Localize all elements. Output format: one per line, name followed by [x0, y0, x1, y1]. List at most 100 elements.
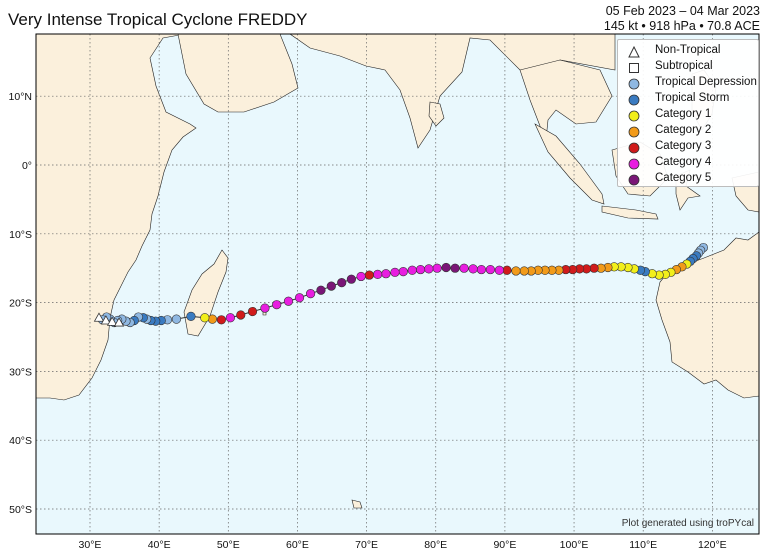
axis-labels: 30°E 40°E 50°E 60°E 70°E 80°E 90°E 100°E 110°E 12…: [9, 91, 727, 551]
track-point: [432, 263, 442, 273]
circle-icon: [628, 174, 640, 186]
lon-tick-label: 80°E: [424, 539, 447, 551]
track-point: [337, 278, 347, 288]
lat-tick-label: 50°S: [9, 504, 32, 516]
circle-icon: [628, 142, 640, 154]
circle-icon: [628, 126, 640, 138]
track-point: [450, 263, 460, 273]
track-point: [305, 289, 316, 299]
circle-icon: [628, 94, 640, 106]
track-point: [272, 300, 282, 310]
track-point-non-tropical: [93, 312, 105, 322]
track-point: [326, 281, 336, 291]
legend-item-category-2: Category 2: [618, 123, 758, 141]
circle-icon: [628, 78, 640, 90]
lon-tick-label: 100°E: [560, 539, 589, 551]
track-point: [476, 264, 486, 275]
kerguelen-landmass: [351, 499, 363, 509]
sumatra-landmass: [534, 123, 605, 205]
java-landmass: [601, 205, 659, 220]
track-point: [407, 265, 417, 275]
track-point: [519, 266, 529, 276]
track-point-non-tropical: [100, 315, 112, 325]
lon-tick-label: 50°E: [217, 539, 240, 551]
track-point: [364, 270, 374, 280]
lon-tick-label: 110°E: [629, 539, 657, 551]
srilanka-landmass: [428, 101, 445, 127]
track-point: [398, 267, 408, 277]
track-point: [511, 266, 521, 276]
legend-item-category-4: Category 4: [618, 155, 758, 173]
track-point: [186, 311, 196, 321]
storm-track-points: [93, 242, 708, 328]
legend-item-tropical-depression: Tropical Depression: [618, 75, 758, 93]
lon-tick-label: 90°E: [493, 539, 516, 551]
track-point: [236, 310, 246, 320]
legend-item-non-tropical: Non-Tropical: [618, 43, 758, 61]
track-point-non-tropical: [106, 316, 118, 326]
legend: Non-Tropical Subtropical Tropical Depres…: [617, 39, 759, 187]
circle-icon: [628, 110, 640, 122]
legend-item-subtropical: Subtropical: [618, 59, 758, 77]
track-point: [225, 313, 235, 323]
lat-tick-label: 40°S: [9, 435, 32, 447]
storm-summary: 05 Feb 2023 – 04 Mar 2023 145 kt • 918 h…: [604, 4, 760, 34]
track-point: [283, 296, 294, 306]
track-point: [346, 274, 356, 284]
legend-label: Subtropical: [655, 60, 713, 72]
legend-item-category-1: Category 1: [618, 107, 758, 125]
credit-text: Plot generated using troPYcal: [621, 518, 754, 529]
legend-label: Category 5: [655, 172, 712, 184]
track-point: [415, 264, 426, 275]
track-point: [260, 303, 270, 313]
square-icon: [629, 63, 639, 73]
indochina-landmass: [519, 59, 613, 141]
track-point: [459, 263, 469, 273]
lon-tick-label: 40°E: [148, 539, 171, 551]
lon-tick-label: 30°E: [79, 539, 102, 551]
lon-tick-label: 60°E: [286, 539, 309, 551]
track-point: [200, 313, 210, 323]
triangle-icon: [628, 46, 640, 58]
track-point: [381, 269, 391, 279]
lat-tick-label: 10°S: [9, 229, 32, 241]
chart-title: Very Intense Tropical Cyclone FREDDY: [8, 10, 308, 29]
map-frame: [35, 33, 760, 535]
track-point: [390, 267, 400, 277]
legend-label: Category 2: [655, 124, 712, 136]
track-point: [494, 265, 504, 275]
track-point: [589, 263, 599, 273]
track-point: [468, 264, 478, 274]
lon-tick-label: 120°E: [698, 539, 727, 551]
legend-label: Tropical Storm: [655, 92, 730, 104]
track-point: [424, 264, 434, 274]
lat-tick-label: 20°S: [9, 298, 32, 310]
legend-item-category-3: Category 3: [618, 139, 758, 157]
legend-label: Category 3: [655, 140, 712, 152]
lat-tick-label: 30°S: [9, 366, 32, 378]
track-point: [294, 293, 305, 303]
lat-tick-label: 0°: [22, 160, 32, 172]
africa-landmass: [35, 33, 197, 401]
storm-stats: 145 kt • 918 hPa • 70.8 ACE: [603, 19, 760, 33]
track-point: [207, 314, 217, 324]
track-point: [441, 262, 451, 273]
arabia-landmass: [177, 33, 299, 113]
track-point: [247, 306, 258, 317]
date-range: 05 Feb 2023 – 04 Mar 2023: [605, 4, 760, 18]
lon-tick-label: 70°E: [355, 539, 378, 551]
legend-label: Category 4: [655, 156, 712, 168]
legend-item-category-5: Category 5: [618, 171, 758, 189]
track-point-non-tropical: [113, 317, 125, 327]
track-point: [373, 269, 383, 279]
legend-label: Non-Tropical: [655, 44, 721, 56]
lat-tick-label: 10°N: [9, 91, 32, 103]
track-point: [485, 264, 495, 275]
graticule: [36, 34, 759, 534]
legend-label: Tropical Depression: [655, 76, 757, 88]
track-point: [216, 315, 226, 325]
track-point: [356, 271, 366, 282]
australia-landmass: [655, 231, 760, 399]
track-point: [171, 314, 182, 324]
track-point: [316, 285, 326, 295]
